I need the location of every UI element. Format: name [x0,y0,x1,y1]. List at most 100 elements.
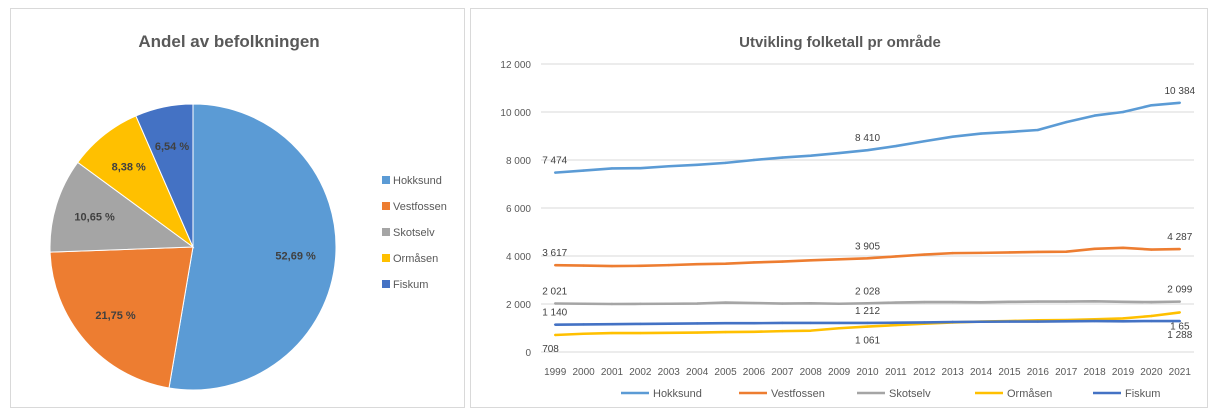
data-point [837,302,841,305]
data-point [866,321,869,325]
data-point [1150,104,1153,107]
data-point [667,263,670,267]
data-label: 2 028 [855,286,880,297]
x-tick-label: 2010 [856,367,879,378]
data-point [837,321,841,325]
data-point [866,257,869,260]
pie-slice-hokksund [168,103,337,391]
data-point [1150,314,1153,318]
legend-item-hokksund: Hokksund [393,175,442,187]
data-point [809,302,812,305]
pie-slice-label: 10,65 % [74,212,115,224]
x-tick-label: 2005 [714,367,737,378]
data-label: 708 [542,344,559,355]
data-point [951,320,954,324]
data-point [1036,320,1040,323]
data-point [894,144,898,148]
data-point [553,302,557,305]
data-point [781,321,784,325]
x-tick-label: 2021 [1169,367,1192,378]
data-point [695,262,699,266]
series-hokksund: 7 474 8 410 10 384 [542,86,1196,174]
data-point [951,300,954,304]
data-point [752,301,756,305]
data-point [1065,320,1068,323]
data-label: 1 288 [1167,330,1192,341]
data-point [752,322,756,325]
data-point [1121,317,1125,320]
data-label: 1 061 [855,336,880,347]
data-label: 1 140 [542,308,567,319]
data-point [695,163,699,166]
data-point [1178,319,1182,323]
legend-swatch [382,280,390,288]
data-point [837,151,841,155]
data-point [1093,300,1096,303]
x-tick-label: 2006 [743,367,766,378]
pie-chart: Andel av befolkningen 52,69 % 21,75 % 10,6… [49,32,447,391]
data-label: 3 905 [855,241,880,252]
data-point [695,322,699,325]
pie-slices [49,103,337,391]
data-point [809,154,812,157]
y-tick-label: 0 [525,348,531,359]
data-point [639,302,642,306]
data-point [923,300,926,304]
legend-item-fiskum: Fiskum [393,279,428,291]
pie-chart-panel: Andel av befolkningen 52,69 % 21,75 % 10,6… [10,8,465,408]
data-point [610,302,614,306]
data-point [1150,300,1153,304]
x-tick-label: 2014 [970,367,993,378]
x-tick-label: 2016 [1027,367,1050,378]
pie-legend: Hokksund Vestfossen Skotselv Ormåsen Fiskum [382,175,447,291]
data-point [695,302,699,305]
data-label: 8 410 [855,133,880,144]
data-point [610,264,614,268]
data-point [695,331,699,334]
x-tick-label: 2007 [771,367,794,378]
data-point [1178,247,1182,251]
data-point [582,332,585,335]
x-tick-label: 2002 [629,367,652,378]
data-point [724,161,727,165]
data-point [724,322,727,325]
data-point [923,140,926,143]
y-tick-label: 6 000 [506,204,531,215]
data-point [582,323,585,326]
legend-swatch [382,176,390,184]
data-point [809,321,812,325]
data-point [923,321,926,324]
legend-swatch [382,202,390,210]
legend-item-skotselv: Skotselv [393,227,435,239]
data-point [1093,319,1096,323]
x-tick-label: 2013 [942,367,965,378]
data-label: 10 384 [1165,86,1196,97]
x-tick-label: 2020 [1140,367,1163,378]
data-point [894,301,898,304]
data-point [923,253,926,256]
data-point [781,329,784,333]
data-point [837,258,841,261]
data-point [667,322,670,325]
legend-item-hokksund: Hokksund [653,388,702,400]
legend-item-vestfossen: Vestfossen [393,201,447,213]
data-point [837,327,841,330]
data-point [979,251,983,255]
data-point [1008,130,1011,134]
data-point [724,330,727,334]
data-label: 2 021 [542,286,567,297]
data-point [1036,250,1040,254]
data-point [724,301,727,304]
x-tick-label: 2004 [686,367,709,378]
pie-slice-label: 8,38 % [112,162,146,174]
data-point [1178,311,1182,314]
data-point [610,322,614,326]
data-label: 1 65 [1170,321,1190,332]
y-tick-label: 10 000 [500,108,531,119]
data-point [979,132,983,135]
data-point [639,331,642,335]
pie-slice-label: 52,69 % [275,251,316,263]
data-point [781,260,784,263]
data-point [1150,248,1153,251]
x-tick-label: 2008 [800,367,823,378]
